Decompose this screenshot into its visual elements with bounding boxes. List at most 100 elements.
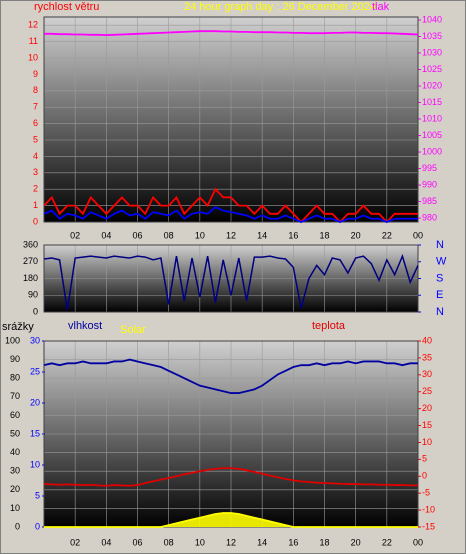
y-tick-label: 3 [33,167,38,177]
x-tick-label: 06 [132,537,142,547]
y-axis-label: rychlost větru [34,1,99,13]
y-tick-label: 30 [10,466,20,476]
x-tick-label: 10 [195,230,205,240]
series-line [43,187,418,224]
x-tick-label: 04 [101,230,111,240]
y2-tick-label: 40 [422,335,432,345]
y-tick-label: 40 [10,447,20,457]
y2-tick-label: 1005 [422,130,442,140]
x-tick-label: 00 [413,230,423,240]
y2-tick-label: 20 [422,403,432,413]
y2-tick-label: 1035 [422,31,442,41]
y2-tick-label: N [436,306,444,318]
series-line [43,253,419,311]
y2-tick-label: 30 [422,369,432,379]
x-tick-label: 16 [288,230,298,240]
y-tick-label: 80 [10,373,20,383]
y-tick-label: 60 [10,410,20,420]
y-tick-label: 10 [28,52,38,62]
series-line [43,358,418,394]
y-axis-label: srážky [2,321,34,333]
y2-tick-label: 995 [422,163,437,173]
y2-tick-label: -10 [422,504,435,514]
y2-tick-label: 35 [422,352,432,362]
y2-tick-label: 985 [422,196,437,206]
y-tick-label: 70 [10,391,20,401]
x-tick-label: 12 [226,230,236,240]
y3-tick-label: 25 [30,366,40,376]
y-tick-label: 0 [15,521,20,531]
y2-tick-label: 1040 [422,14,442,24]
y-tick-label: 2 [33,184,38,194]
x-tick-label: 20 [351,230,361,240]
y-tick-label: 8 [33,85,38,95]
plot-border [43,244,419,313]
x-tick-label: 00 [413,537,423,547]
x-tick-label: 14 [257,230,267,240]
y2-tick-label: E [436,289,443,301]
y2-tick-label: 1030 [422,47,442,57]
y-tick-label: 360 [23,239,38,249]
y3-tick-label: 15 [30,428,40,438]
y2-tick-label: -15 [422,521,435,531]
y2-axis-label: tlak [372,1,390,13]
y3-tick-label: 20 [30,397,40,407]
x-tick-label: 10 [195,537,205,547]
y-tick-label: 5 [33,134,38,144]
series-name: vlhkost [68,320,102,332]
y3-tick-label: 0 [35,521,40,531]
y-tick-label: 1 [33,200,38,210]
y-tick-label: 100 [5,335,20,345]
y-tick-label: 12 [28,20,38,30]
x-tick-label: 08 [164,537,174,547]
y-tick-label: 6 [33,118,38,128]
y2-tick-label: N [436,239,444,251]
series-name: teplota [312,320,346,332]
y2-tick-label: 990 [422,179,437,189]
y-tick-label: 90 [10,354,20,364]
x-tick-label: 12 [226,537,236,547]
y2-tick-label: 1010 [422,113,442,123]
y3-tick-label: 5 [35,490,40,500]
y-tick-label: 9 [33,69,38,79]
x-tick-label: 18 [319,537,329,547]
x-tick-label: 06 [132,230,142,240]
y2-tick-label: 25 [422,386,432,396]
y2-tick-label: 1025 [422,64,442,74]
area-fill [44,513,418,527]
plot-border [43,16,419,223]
y-tick-label: 270 [23,256,38,266]
y-tick-label: 50 [10,428,20,438]
y2-tick-label: W [436,256,447,268]
x-tick-label: 02 [70,230,80,240]
y2-tick-label: 1020 [422,80,442,90]
x-tick-label: 22 [382,537,392,547]
y-tick-label: 7 [33,102,38,112]
y2-tick-label: 0 [422,471,427,481]
x-tick-label: 04 [101,537,111,547]
x-tick-label: 22 [382,230,392,240]
y-tick-label: 180 [23,273,38,283]
y-tick-label: 0 [33,216,38,226]
y2-tick-label: 980 [422,212,437,222]
y2-tick-label: 1015 [422,97,442,107]
y2-tick-label: S [436,272,443,284]
x-tick-label: 18 [319,230,329,240]
y2-tick-label: 15 [422,420,432,430]
series-line [44,512,418,528]
y-tick-label: 20 [10,484,20,494]
y3-tick-label: 10 [30,459,40,469]
x-tick-label: 02 [70,537,80,547]
y3-tick-label: 30 [30,335,40,345]
y-tick-label: 10 [10,503,20,513]
x-tick-label: 14 [257,537,267,547]
series-line [44,30,419,37]
x-tick-label: 08 [164,230,174,240]
y2-tick-label: 5 [422,454,427,464]
y-tick-label: 0 [33,306,38,316]
y-tick-label: 4 [33,151,38,161]
series-name: Solar [120,324,146,336]
y2-tick-label: 10 [422,437,432,447]
y2-tick-label: -5 [422,488,430,498]
